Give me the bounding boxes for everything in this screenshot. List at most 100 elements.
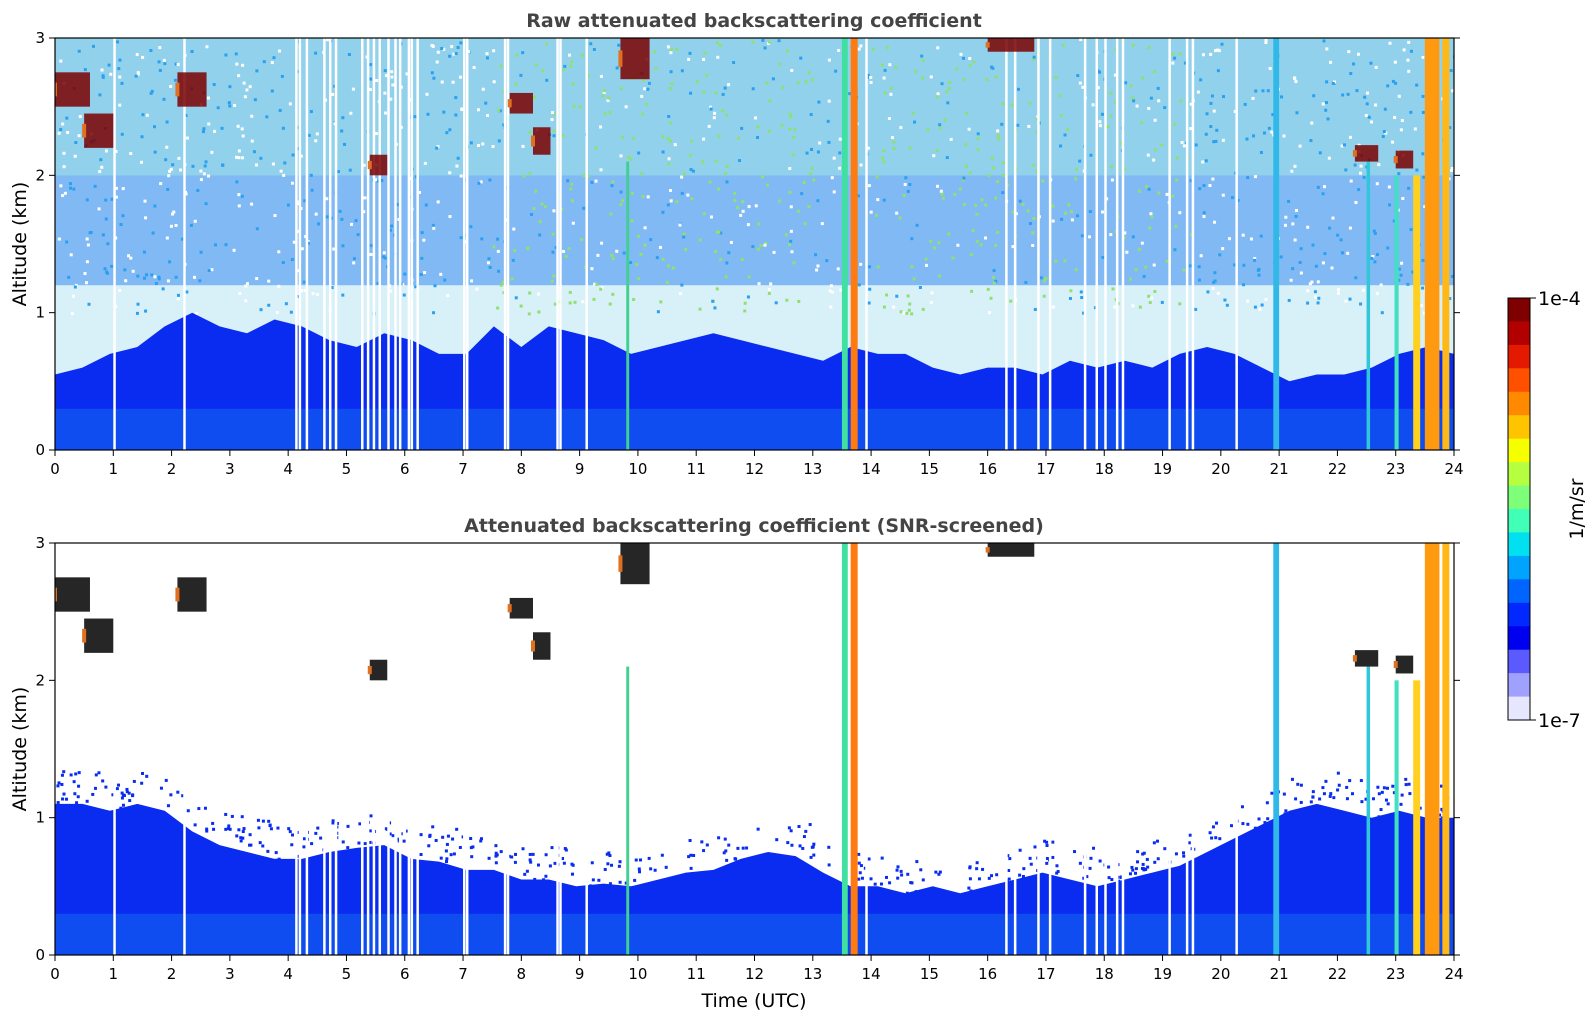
noise-speck <box>1216 291 1220 295</box>
noise-speck <box>1290 169 1294 173</box>
noise-speck <box>277 284 281 288</box>
noise-speck <box>737 136 741 140</box>
noise-speck <box>121 214 125 218</box>
noise-speck <box>1152 158 1156 162</box>
noise-speck <box>169 167 173 171</box>
noise-speck <box>686 193 690 197</box>
noise-speck <box>433 284 437 288</box>
edge-speck <box>419 833 423 837</box>
edge-speck <box>1290 777 1294 781</box>
edge-speck <box>1438 813 1442 817</box>
noise-speck <box>162 58 166 62</box>
x-tick-label: 13 <box>803 965 822 983</box>
noise-speck <box>502 123 506 127</box>
noise-speck <box>1289 278 1293 282</box>
noise-speck <box>602 91 606 95</box>
edge-speck <box>431 825 435 829</box>
edge-speck <box>1324 779 1328 783</box>
noise-speck <box>289 310 293 314</box>
edge-speck <box>725 858 729 862</box>
noise-speck <box>1066 128 1070 132</box>
noise-speck <box>1236 198 1240 202</box>
noise-speck <box>918 286 922 290</box>
noise-speck <box>169 224 173 228</box>
noise-speck <box>1106 125 1110 129</box>
edge-speck <box>1155 839 1159 843</box>
noise-speck <box>859 163 863 167</box>
edge-speck <box>205 829 209 833</box>
noise-speck <box>498 109 502 113</box>
noise-speck <box>174 275 178 279</box>
data-gap <box>298 38 302 450</box>
noise-speck <box>1294 80 1298 84</box>
edge-speck <box>1246 822 1250 826</box>
noise-speck <box>593 282 597 286</box>
noise-speck <box>906 189 910 193</box>
noise-speck <box>1363 95 1367 99</box>
noise-speck <box>1189 102 1193 106</box>
noise-speck <box>589 42 593 46</box>
edge-speck <box>1182 851 1186 855</box>
noise-speck <box>803 222 807 226</box>
data-gap <box>1185 38 1189 450</box>
noise-speck <box>746 223 750 227</box>
edge-speck <box>916 892 920 896</box>
data-gap <box>1013 38 1017 450</box>
edge-speck <box>809 855 813 859</box>
colorbar-swatch <box>1508 415 1530 440</box>
noise-speck <box>423 161 427 165</box>
colorbar-swatch <box>1508 555 1530 580</box>
edge-speck <box>239 839 243 843</box>
noise-speck <box>1031 243 1035 247</box>
noise-speck <box>1312 94 1316 98</box>
edge-speck <box>1299 800 1303 804</box>
noise-speck <box>118 103 122 107</box>
noise-speck <box>201 130 205 134</box>
noise-speck <box>142 250 146 254</box>
noise-speck <box>640 94 644 98</box>
noise-speck <box>1101 210 1105 214</box>
edge-speck <box>368 840 372 844</box>
noise-speck <box>1028 101 1032 105</box>
near-ground-band <box>55 408 1454 450</box>
edge-speck <box>812 842 816 846</box>
noise-speck <box>1199 78 1203 82</box>
noise-speck <box>971 228 975 232</box>
noise-speck <box>792 136 796 140</box>
edge-speck <box>914 890 918 894</box>
edge-speck <box>193 823 197 827</box>
noise-speck <box>689 91 693 95</box>
edge-speck <box>570 862 574 866</box>
noise-speck <box>661 210 665 214</box>
noise-speck <box>876 265 880 269</box>
noise-speck <box>1174 224 1178 228</box>
noise-speck <box>369 63 373 67</box>
plume <box>850 38 858 450</box>
noise-speck <box>491 145 495 149</box>
noise-speck <box>1306 301 1310 305</box>
noise-speck <box>78 115 82 119</box>
edge-speck <box>1455 808 1458 811</box>
noise-speck <box>810 147 814 151</box>
cloud-edge <box>367 160 372 170</box>
noise-speck <box>1401 197 1405 201</box>
noise-speck <box>1183 61 1187 65</box>
noise-speck <box>459 236 463 240</box>
edge-speck <box>1266 817 1270 821</box>
edge-speck <box>647 856 651 860</box>
noise-speck <box>1178 52 1182 56</box>
edge-speck <box>553 861 557 865</box>
noise-speck <box>545 42 549 46</box>
data-gap <box>463 543 466 955</box>
noise-speck <box>889 86 893 90</box>
edge-speck <box>798 844 802 848</box>
noise-speck <box>1100 112 1104 116</box>
noise-speck <box>456 156 460 160</box>
noise-speck <box>622 251 626 255</box>
noise-speck <box>1421 258 1425 262</box>
data-gap <box>361 543 364 955</box>
edge-speck <box>1322 792 1326 796</box>
edge-speck <box>857 852 861 856</box>
noise-speck <box>767 129 771 133</box>
noise-speck <box>283 161 287 165</box>
